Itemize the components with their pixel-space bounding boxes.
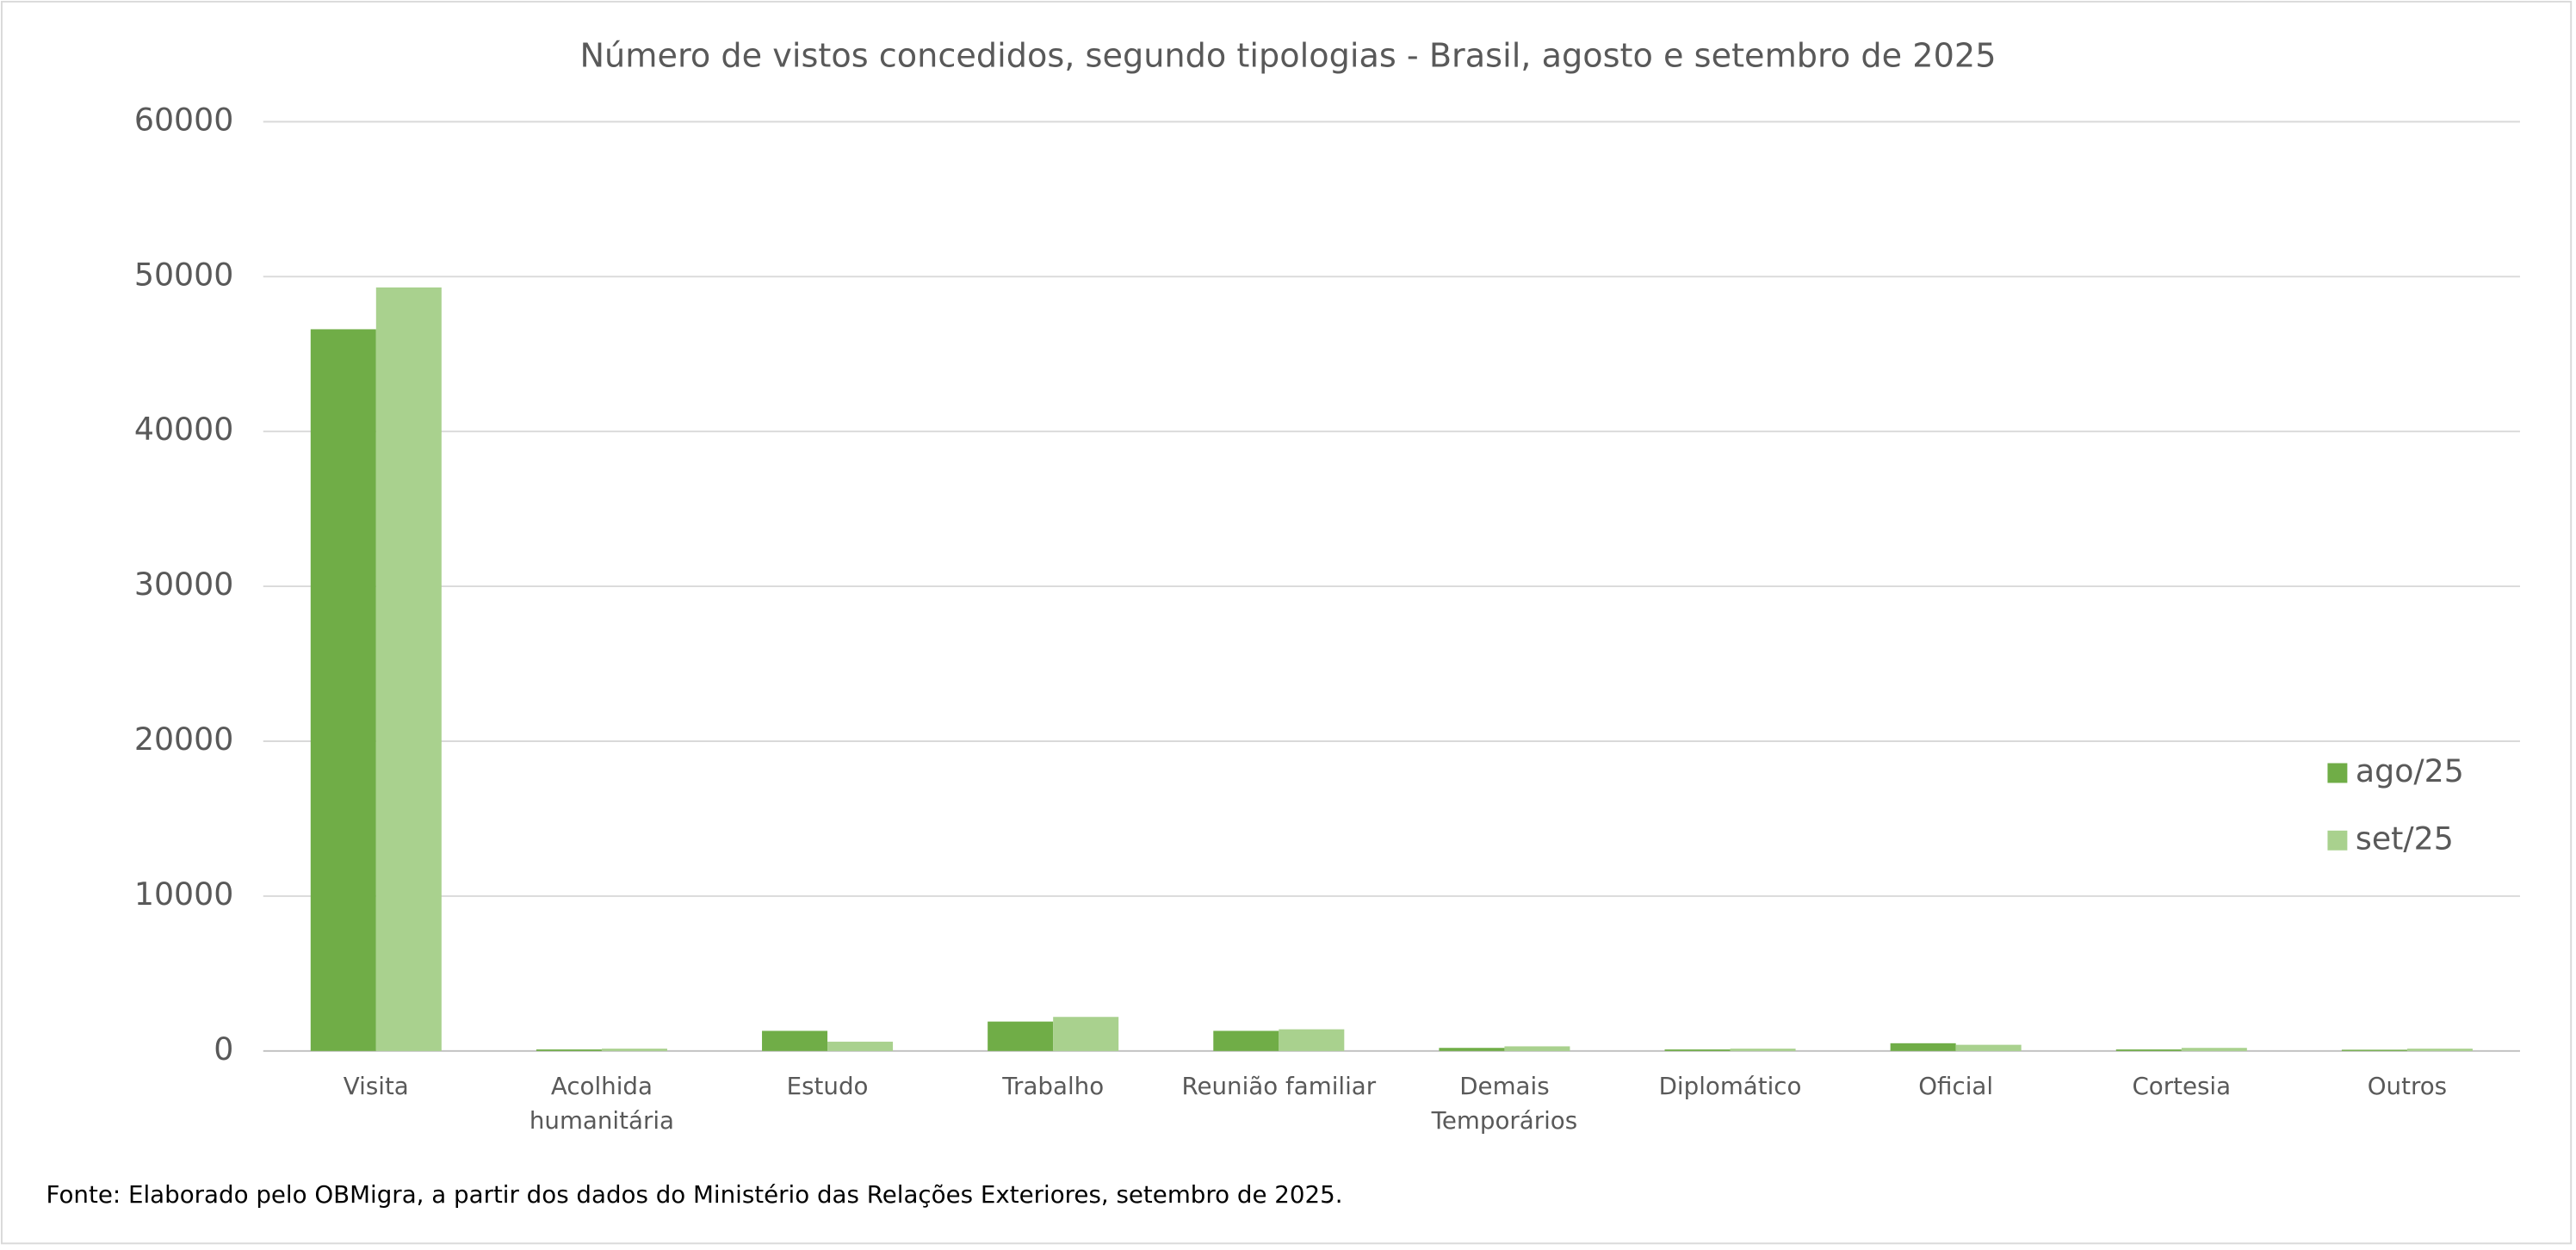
- y-tick-label: 30000: [134, 566, 233, 603]
- bar: [536, 1049, 602, 1051]
- bar: [2341, 1049, 2407, 1051]
- x-tick-label: Demais Temporários: [1431, 1072, 1578, 1135]
- x-tick-label: Visita: [344, 1072, 409, 1100]
- x-tick-label: Trabalho: [1001, 1072, 1104, 1100]
- y-tick-label: 40000: [134, 411, 233, 448]
- x-tick-label: Estudo: [787, 1072, 869, 1100]
- x-tick-label: Reunião familiar: [1181, 1072, 1376, 1100]
- x-tick-label: Outros: [2368, 1072, 2447, 1100]
- bar: [2181, 1048, 2247, 1051]
- bar: [310, 329, 376, 1051]
- y-tick-label: 50000: [134, 256, 233, 293]
- chart-title: Número de vistos concedidos, segundo tip…: [579, 37, 1996, 75]
- source-note: Fonte: Elaborado pelo OBMigra, a partir …: [46, 1180, 1343, 1209]
- bar: [1279, 1029, 1345, 1051]
- bar: [2115, 1049, 2182, 1051]
- y-tick-label: 0: [214, 1030, 233, 1067]
- bar: [1439, 1048, 1505, 1051]
- x-tick-label: Cortesia: [2132, 1072, 2231, 1100]
- bar: [375, 287, 442, 1051]
- bar: [762, 1030, 828, 1051]
- legend-label: set/25: [2356, 820, 2454, 857]
- legend-label: ago/25: [2356, 752, 2464, 789]
- bar: [1955, 1044, 2022, 1051]
- bar: [1730, 1049, 1796, 1051]
- legend-swatch: [2327, 763, 2348, 783]
- bar: [827, 1042, 894, 1051]
- bar: [1053, 1017, 1119, 1051]
- bar: [1213, 1030, 1279, 1051]
- bar: [1890, 1043, 1956, 1051]
- bar: [988, 1021, 1054, 1051]
- legend-swatch: [2327, 830, 2348, 851]
- bar: [601, 1049, 667, 1051]
- y-tick-label: 10000: [134, 876, 233, 913]
- bar: [2406, 1049, 2473, 1051]
- y-tick-label: 20000: [134, 721, 233, 758]
- x-tick-label: Acolhida humanitária: [529, 1072, 674, 1135]
- x-tick-label: Oficial: [1918, 1072, 1993, 1100]
- y-tick-label: 60000: [134, 101, 233, 138]
- bar: [1504, 1046, 1570, 1051]
- x-tick-label: Diplomático: [1659, 1072, 1802, 1100]
- bar: [1664, 1049, 1731, 1051]
